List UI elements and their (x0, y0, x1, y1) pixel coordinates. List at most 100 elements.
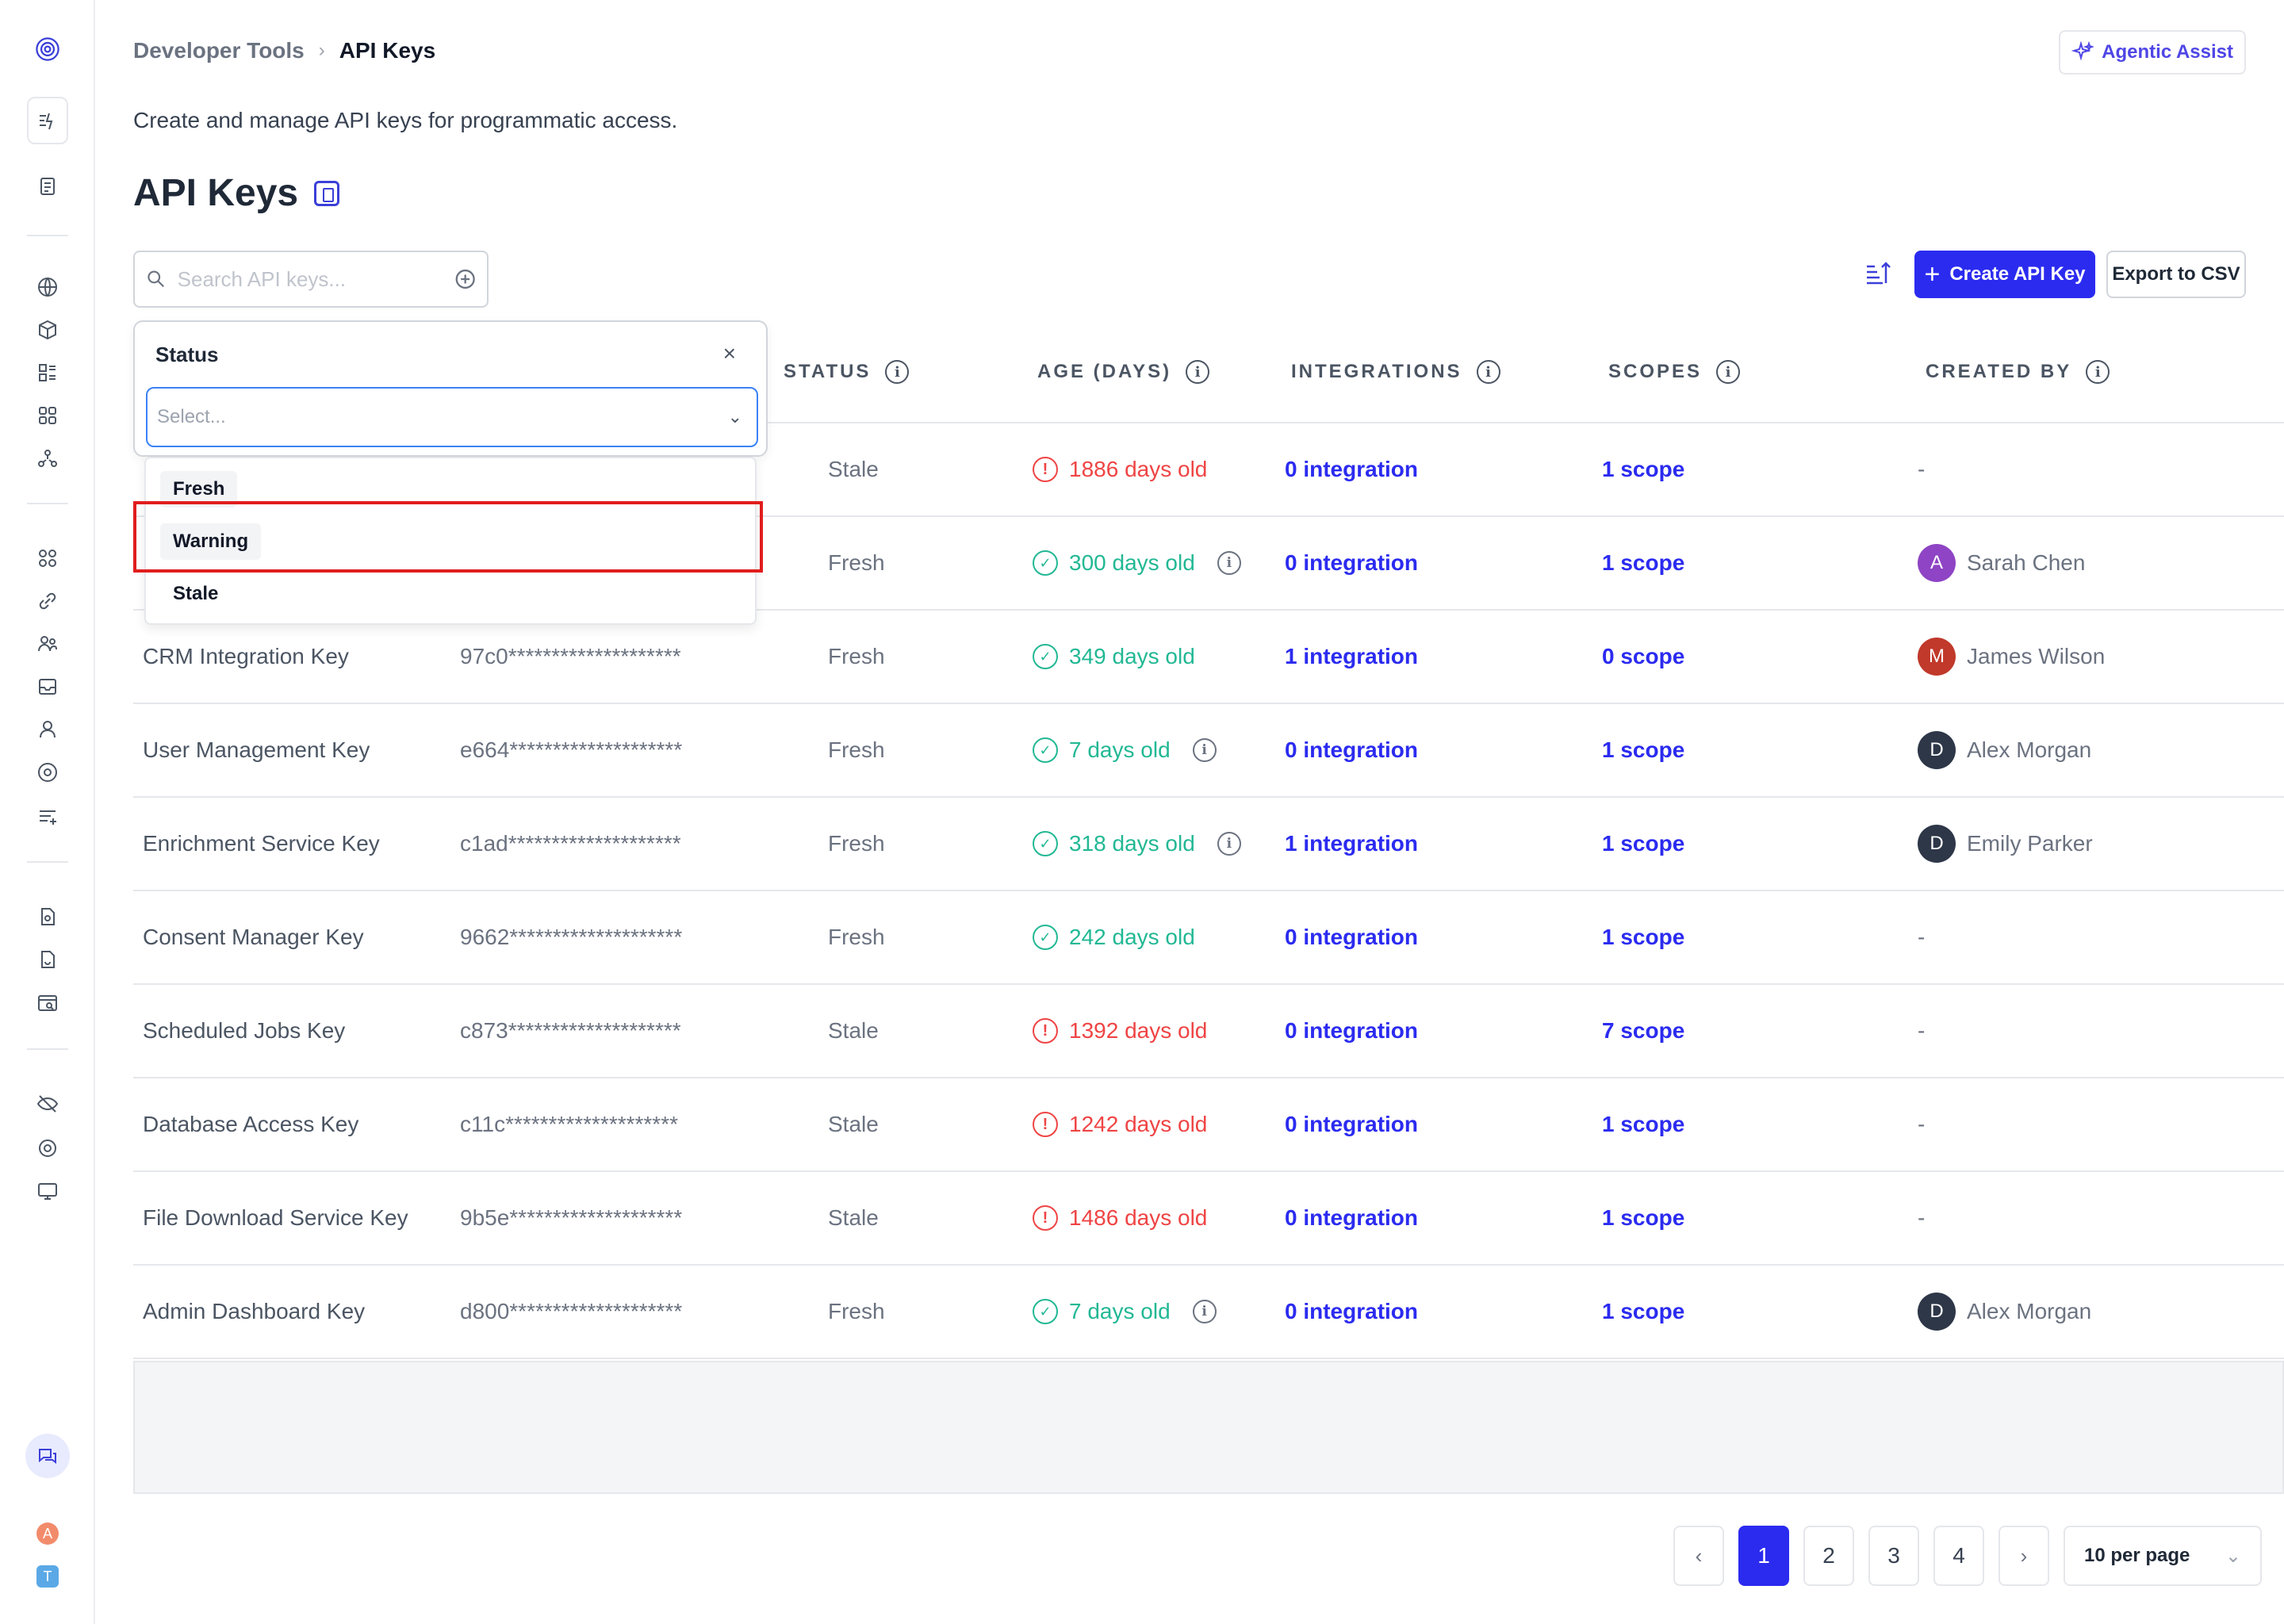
created-by-name: Alex Morgan (1967, 1299, 2092, 1323)
table-row[interactable]: Enrichment Service Key c1ad**************… (133, 798, 2284, 891)
info-icon[interactable]: i (1186, 360, 1210, 384)
status-value: Fresh (828, 1299, 885, 1323)
column-header-created-by[interactable]: CREATED BY i (1926, 360, 2110, 384)
activity-icon[interactable] (27, 97, 68, 144)
inbox-icon[interactable] (34, 673, 61, 700)
clipboard-icon[interactable] (34, 172, 61, 199)
info-icon[interactable]: i (885, 360, 910, 384)
close-icon[interactable]: × (722, 341, 736, 366)
info-icon[interactable]: i (2086, 360, 2110, 384)
chat-icon[interactable] (25, 1434, 70, 1478)
scopes-link[interactable]: 1 scope (1602, 737, 1685, 762)
status-value: Stale (828, 1018, 879, 1043)
table-row[interactable]: Stale! 1886 days old 0 integration 1 scope - (133, 423, 2284, 517)
info-icon[interactable]: i (1217, 551, 1241, 575)
browser-search-icon[interactable] (34, 990, 61, 1017)
status-value: Stale (828, 1205, 879, 1230)
integrations-link[interactable]: 0 integration (1285, 457, 1419, 481)
info-icon[interactable]: i (1476, 360, 1500, 384)
key-value: e664******************** (460, 737, 683, 762)
table-row[interactable]: User Management Key e664*****************… (133, 704, 2284, 798)
table-row[interactable]: Consent Manager Key 9662*****************… (133, 891, 2284, 985)
table-header: STATUS i AGE (DAYS) i INTEGRATIONS i SCO… (133, 336, 2284, 423)
breadcrumb-current: API Keys (339, 38, 436, 63)
option-warning[interactable]: Warning (160, 523, 262, 560)
per-page-select[interactable]: 10 per page ⌄ (2064, 1526, 2262, 1586)
monitor-icon[interactable] (34, 1178, 61, 1205)
page-button-1[interactable]: 1 (1738, 1526, 1789, 1586)
option-stale[interactable]: Stale (160, 576, 232, 612)
integrations-link[interactable]: 0 integration (1285, 737, 1419, 762)
column-header-scopes[interactable]: SCOPES i (1608, 360, 1741, 384)
scopes-link[interactable]: 1 scope (1602, 457, 1685, 481)
create-api-key-button[interactable]: + Create API Key (1914, 251, 2095, 298)
user-icon[interactable] (34, 716, 61, 743)
document-icon[interactable] (34, 903, 61, 930)
created-by-cell: D Emily Parker (1918, 825, 2093, 863)
table-row[interactable]: Admin Dashboard Key d800*****************… (133, 1266, 2284, 1359)
page-button-3[interactable]: 3 (1868, 1526, 1919, 1586)
breadcrumb-developer-tools[interactable]: Developer Tools (133, 38, 305, 63)
add-filter-icon[interactable] (454, 266, 476, 292)
agentic-assist-button[interactable]: Agentic Assist (2059, 30, 2246, 75)
network-icon[interactable] (34, 445, 61, 472)
table-row[interactable]: File Download Service Key 9b5e***********… (133, 1172, 2284, 1266)
link-icon[interactable] (34, 588, 61, 615)
apps-icon[interactable] (34, 359, 61, 386)
scopes-link[interactable]: 7 scope (1602, 1018, 1685, 1043)
column-header-integrations[interactable]: INTEGRATIONS i (1291, 360, 1500, 384)
column-header-status[interactable]: STATUS i (784, 360, 910, 384)
integrations-link[interactable]: 1 integration (1285, 831, 1419, 856)
export-csv-button[interactable]: Export to CSV (2106, 251, 2246, 298)
status-select[interactable]: Select... ⌄ (146, 387, 758, 447)
info-icon[interactable]: i (1716, 360, 1741, 384)
key-value: c1ad******************** (460, 831, 681, 856)
avatar[interactable]: A (36, 1522, 59, 1545)
compass-icon[interactable] (34, 759, 61, 786)
users-group-icon[interactable] (34, 630, 61, 657)
scopes-link[interactable]: 1 scope (1602, 831, 1685, 856)
scopes-link[interactable]: 0 scope (1602, 644, 1685, 668)
info-icon[interactable]: i (1217, 832, 1241, 856)
table-row[interactable]: Scheduled Jobs Key c873******************… (133, 985, 2284, 1078)
next-page-button[interactable]: › (1998, 1526, 2049, 1586)
logo-icon[interactable] (34, 36, 61, 63)
settings-icon[interactable] (34, 1135, 61, 1162)
integrations-link[interactable]: 0 integration (1285, 1112, 1419, 1136)
page-button-2[interactable]: 2 (1803, 1526, 1854, 1586)
file-sync-icon[interactable] (34, 946, 61, 973)
table-row[interactable]: Database Access Key c11c*****************… (133, 1078, 2284, 1172)
globe-icon[interactable] (34, 274, 61, 301)
search-input[interactable] (177, 266, 443, 292)
integrations-link[interactable]: 1 integration (1285, 644, 1419, 668)
cube-icon[interactable] (34, 316, 61, 343)
scopes-link[interactable]: 1 scope (1602, 550, 1685, 575)
scopes-link[interactable]: 1 scope (1602, 1112, 1685, 1136)
table-row[interactable]: CRM Integration Key 97c0*****************… (133, 611, 2284, 704)
scopes-link[interactable]: 1 scope (1602, 1299, 1685, 1323)
info-icon[interactable]: i (1192, 1300, 1217, 1323)
avatar[interactable]: T (36, 1565, 59, 1588)
chevron-right-icon: › (318, 40, 325, 61)
status-value: Fresh (828, 737, 885, 762)
info-icon[interactable]: i (1192, 738, 1217, 762)
status-value: Fresh (828, 925, 885, 949)
integrations-link[interactable]: 0 integration (1285, 1299, 1419, 1323)
page-button-4[interactable]: 4 (1933, 1526, 1984, 1586)
integrations-link[interactable]: 0 integration (1285, 1018, 1419, 1043)
prev-page-button[interactable]: ‹ (1673, 1526, 1724, 1586)
sort-icon[interactable] (1864, 259, 1895, 290)
scopes-link[interactable]: 1 scope (1602, 925, 1685, 949)
integrations-link[interactable]: 0 integration (1285, 925, 1419, 949)
column-header-age[interactable]: AGE (DAYS) i (1037, 360, 1210, 384)
list-add-icon[interactable] (34, 803, 61, 830)
integrations-link[interactable]: 0 integration (1285, 1205, 1419, 1230)
eye-off-icon[interactable] (34, 1090, 61, 1117)
table-row[interactable]: Fresh ✓ 300 days old i 0 integration 1 scope A… (133, 517, 2284, 611)
docs-book-icon[interactable] (314, 180, 340, 206)
filter-title: Status (155, 343, 219, 366)
modules-icon[interactable] (34, 545, 61, 572)
integrations-link[interactable]: 0 integration (1285, 550, 1419, 575)
scopes-link[interactable]: 1 scope (1602, 1205, 1685, 1230)
grid-icon[interactable] (34, 402, 61, 429)
